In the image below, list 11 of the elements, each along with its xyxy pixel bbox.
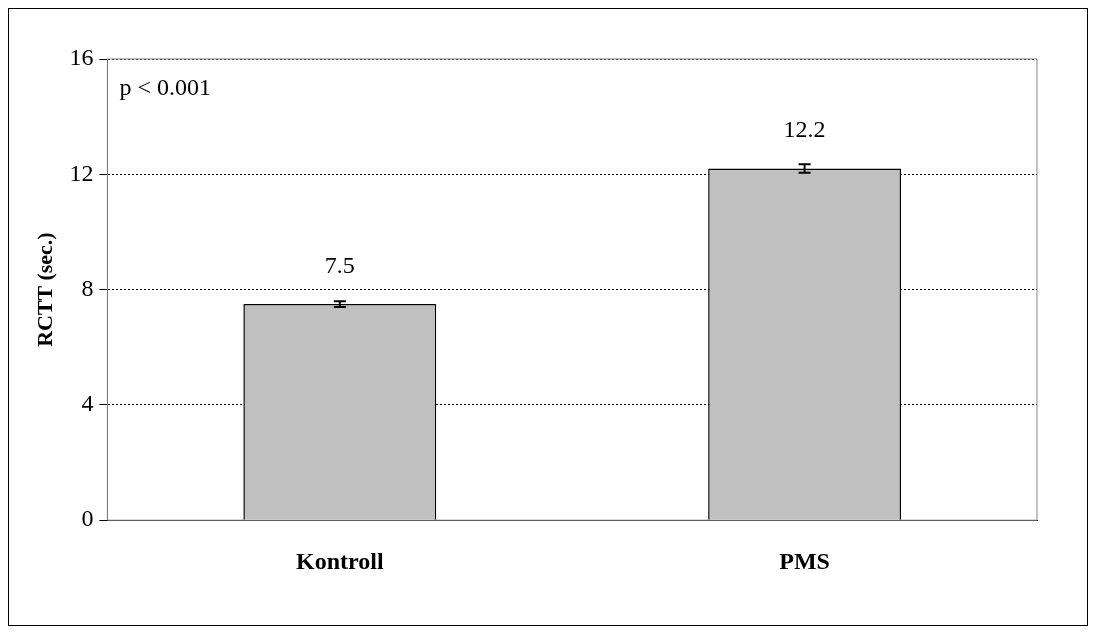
data-label: 12.2 [783, 115, 826, 142]
x-tick-label: PMS [779, 547, 830, 574]
y-tick-label: 16 [69, 44, 94, 71]
y-tick-label: 8 [81, 274, 94, 301]
y-axis-title: RCTT (sec.) [31, 232, 57, 347]
x-tick-label: Kontroll [296, 547, 384, 574]
annotation: p < 0.001 [119, 74, 211, 101]
data-label: 7.5 [324, 252, 355, 279]
y-tick-label: 0 [81, 505, 94, 532]
y-tick-label: 12 [69, 159, 94, 186]
y-tick-label: 4 [81, 390, 94, 417]
